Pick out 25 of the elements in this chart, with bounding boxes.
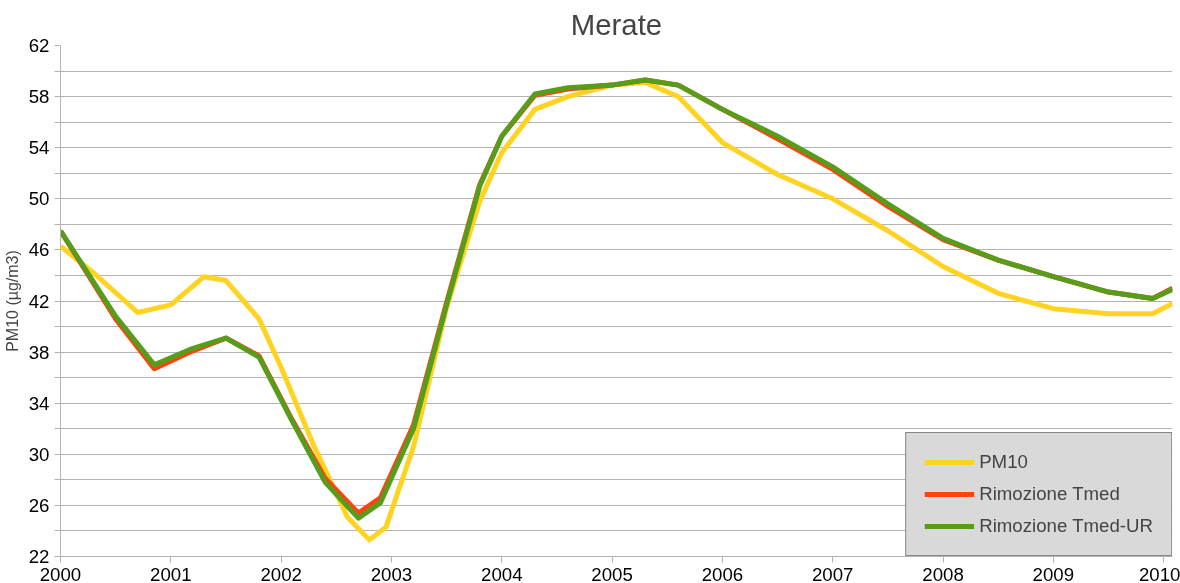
x-tick-label: 2008 [922, 563, 964, 583]
y-tick-label: 30 [28, 443, 50, 465]
y-tick-label: 34 [28, 392, 50, 414]
chart-title: Merate [570, 7, 663, 41]
y-tick-label: 62 [28, 35, 50, 56]
y-tick-label: 54 [28, 137, 50, 159]
x-tick-label: 2010 [1139, 563, 1180, 583]
x-tick-label: 2005 [591, 563, 633, 583]
y-axis-title: PM10 (µg/m3) [3, 250, 21, 352]
y-tick-label: 26 [28, 494, 50, 516]
y-tick-label: 46 [28, 239, 50, 261]
x-tick-label: 2003 [370, 563, 413, 583]
x-tick-label: 2006 [701, 563, 744, 583]
y-tick-label: 42 [28, 290, 50, 312]
x-tick-label: 2001 [150, 563, 192, 583]
x-tick-label: 2002 [260, 563, 302, 583]
legend-label: PM10 [979, 451, 1028, 473]
x-tick-label: 2007 [811, 563, 854, 583]
y-tick-label: 38 [28, 341, 50, 363]
y-tick-label: 58 [28, 86, 50, 108]
legend-label: Rimozione Tmed-UR [979, 515, 1153, 537]
y-tick-label: 50 [28, 188, 50, 210]
legend-label: Rimozione Tmed [979, 483, 1120, 505]
x-tick-label: 2009 [1032, 563, 1075, 583]
x-tick-label: 2004 [481, 563, 523, 583]
